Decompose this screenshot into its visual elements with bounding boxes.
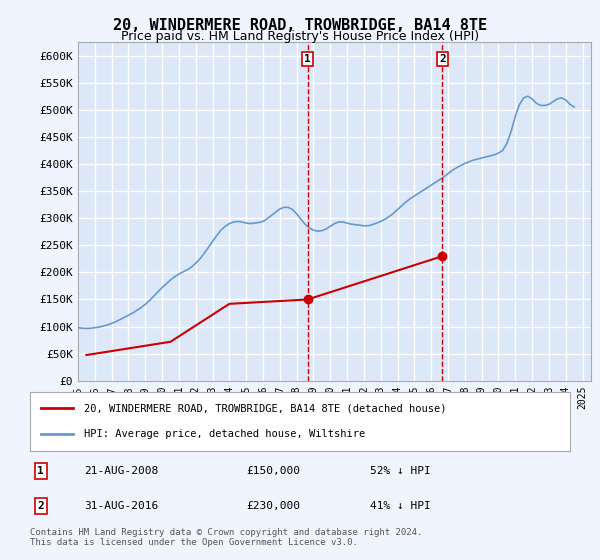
Text: Price paid vs. HM Land Registry's House Price Index (HPI): Price paid vs. HM Land Registry's House … xyxy=(121,30,479,43)
Text: Contains HM Land Registry data © Crown copyright and database right 2024.
This d: Contains HM Land Registry data © Crown c… xyxy=(30,528,422,547)
Text: £150,000: £150,000 xyxy=(246,466,300,476)
Text: 1: 1 xyxy=(304,54,311,64)
Text: 52% ↓ HPI: 52% ↓ HPI xyxy=(370,466,431,476)
Text: 21-AUG-2008: 21-AUG-2008 xyxy=(84,466,158,476)
Text: 31-AUG-2016: 31-AUG-2016 xyxy=(84,501,158,511)
Text: 2: 2 xyxy=(439,54,446,64)
Text: 41% ↓ HPI: 41% ↓ HPI xyxy=(370,501,431,511)
Text: 20, WINDERMERE ROAD, TROWBRIDGE, BA14 8TE: 20, WINDERMERE ROAD, TROWBRIDGE, BA14 8T… xyxy=(113,18,487,33)
Text: £230,000: £230,000 xyxy=(246,501,300,511)
Text: 20, WINDERMERE ROAD, TROWBRIDGE, BA14 8TE (detached house): 20, WINDERMERE ROAD, TROWBRIDGE, BA14 8T… xyxy=(84,403,446,413)
Text: HPI: Average price, detached house, Wiltshire: HPI: Average price, detached house, Wilt… xyxy=(84,430,365,440)
Text: 2: 2 xyxy=(37,501,44,511)
Text: 1: 1 xyxy=(37,466,44,476)
